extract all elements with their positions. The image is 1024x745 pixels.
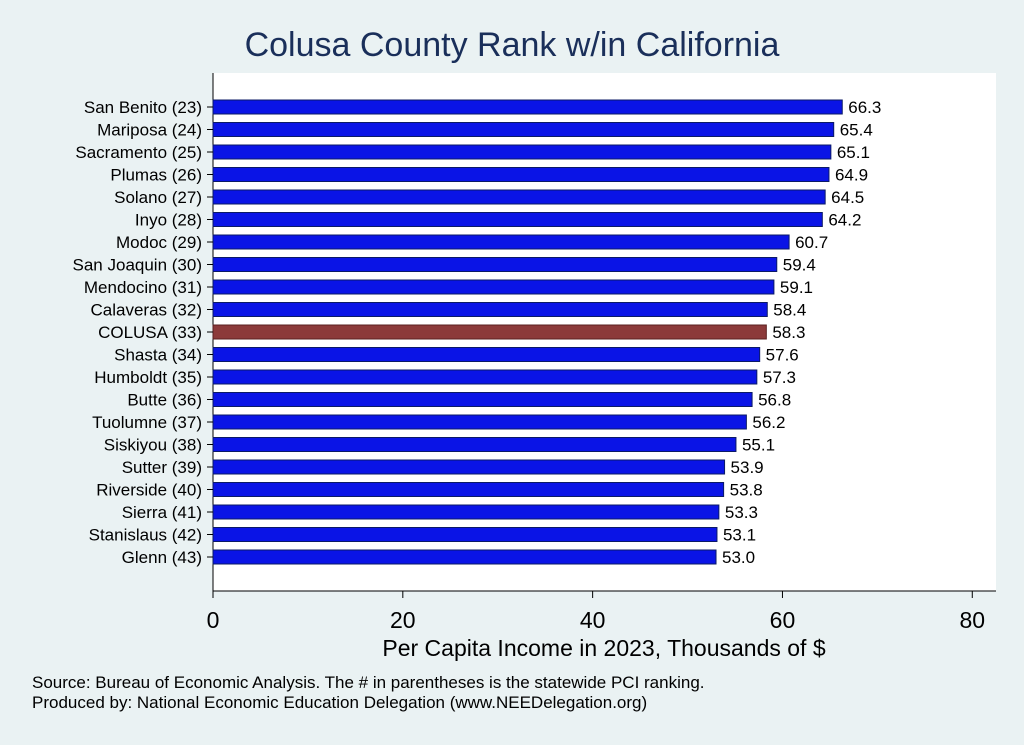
- bar-value-label: 59.4: [783, 256, 816, 275]
- bar-value-label: 53.0: [722, 548, 755, 567]
- category-label: Calaveras (32): [91, 301, 203, 320]
- category-label: Sacramento (25): [75, 143, 202, 162]
- bar-value-label: 57.3: [763, 368, 796, 387]
- category-label: Stanislaus (42): [89, 526, 202, 545]
- bar: [212, 437, 737, 452]
- bar-value-label: 53.1: [723, 526, 756, 545]
- x-tick-label: 40: [580, 607, 606, 633]
- bar-value-label: 65.1: [837, 143, 870, 162]
- bar-value-label: 53.3: [725, 503, 758, 522]
- category-label: San Joaquin (30): [73, 256, 202, 275]
- bar-value-label: 64.5: [831, 188, 864, 207]
- bar: [212, 324, 767, 340]
- category-label: Tuolumne (37): [92, 413, 202, 432]
- bar: [212, 234, 790, 250]
- x-tick-label: 80: [959, 607, 985, 633]
- bar: [212, 144, 832, 160]
- bar: [212, 414, 747, 430]
- bar: [212, 527, 718, 542]
- bar: [212, 212, 823, 227]
- bar-value-label: 53.9: [731, 458, 764, 477]
- bar: [212, 302, 768, 317]
- x-tick-label: 0: [207, 607, 220, 633]
- bar-value-label: 57.6: [766, 346, 799, 365]
- category-label: Riverside (40): [96, 481, 202, 500]
- producer-note: Produced by: National Economic Education…: [32, 693, 648, 712]
- bar: [212, 167, 830, 182]
- bar: [212, 99, 843, 115]
- bar-value-label: 53.8: [730, 481, 763, 500]
- source-note: Source: Bureau of Economic Analysis. The…: [32, 673, 705, 692]
- bar-value-label: 58.3: [772, 323, 805, 342]
- x-axis-label: Per Capita Income in 2023, Thousands of …: [382, 635, 825, 661]
- bar-value-label: 56.2: [752, 413, 785, 432]
- bar-value-label: 59.1: [780, 278, 813, 297]
- bar: [212, 257, 778, 272]
- category-label: Siskiyou (38): [104, 436, 202, 455]
- bar-value-label: 66.3: [848, 98, 881, 117]
- bar: [212, 392, 753, 407]
- bar: [212, 504, 720, 520]
- bar: [212, 459, 726, 475]
- category-label: Inyo (28): [135, 211, 202, 230]
- bar-value-label: 56.8: [758, 391, 791, 410]
- bar-value-label: 60.7: [795, 233, 828, 252]
- bar-value-label: 58.4: [773, 301, 806, 320]
- category-label: Mariposa (24): [97, 121, 202, 140]
- bar: [212, 122, 835, 137]
- category-label: San Benito (23): [84, 98, 202, 117]
- bar: [212, 347, 761, 362]
- bar-value-label: 65.4: [840, 121, 873, 140]
- category-label: Sutter (39): [122, 458, 202, 477]
- bar: [212, 279, 775, 295]
- bar-value-label: 55.1: [742, 436, 775, 455]
- bar: [212, 369, 758, 385]
- category-label: Modoc (29): [116, 233, 202, 252]
- bar-value-label: 64.9: [835, 166, 868, 185]
- bar: [212, 549, 717, 565]
- chart-title: Colusa County Rank w/in California: [244, 26, 780, 64]
- x-tick-label: 60: [770, 607, 796, 633]
- category-label: Plumas (26): [110, 166, 202, 185]
- category-label: Shasta (34): [114, 346, 202, 365]
- category-label: Solano (27): [114, 188, 202, 207]
- category-label: Sierra (41): [122, 503, 202, 522]
- category-label: Glenn (43): [122, 548, 202, 567]
- bar-value-label: 64.2: [828, 211, 861, 230]
- category-label: Mendocino (31): [84, 278, 202, 297]
- x-tick-label: 20: [390, 607, 416, 633]
- bar: [212, 189, 826, 205]
- category-label: Humboldt (35): [94, 368, 202, 387]
- category-label: COLUSA (33): [98, 323, 202, 342]
- bar: [212, 482, 725, 497]
- category-label: Butte (36): [127, 391, 202, 410]
